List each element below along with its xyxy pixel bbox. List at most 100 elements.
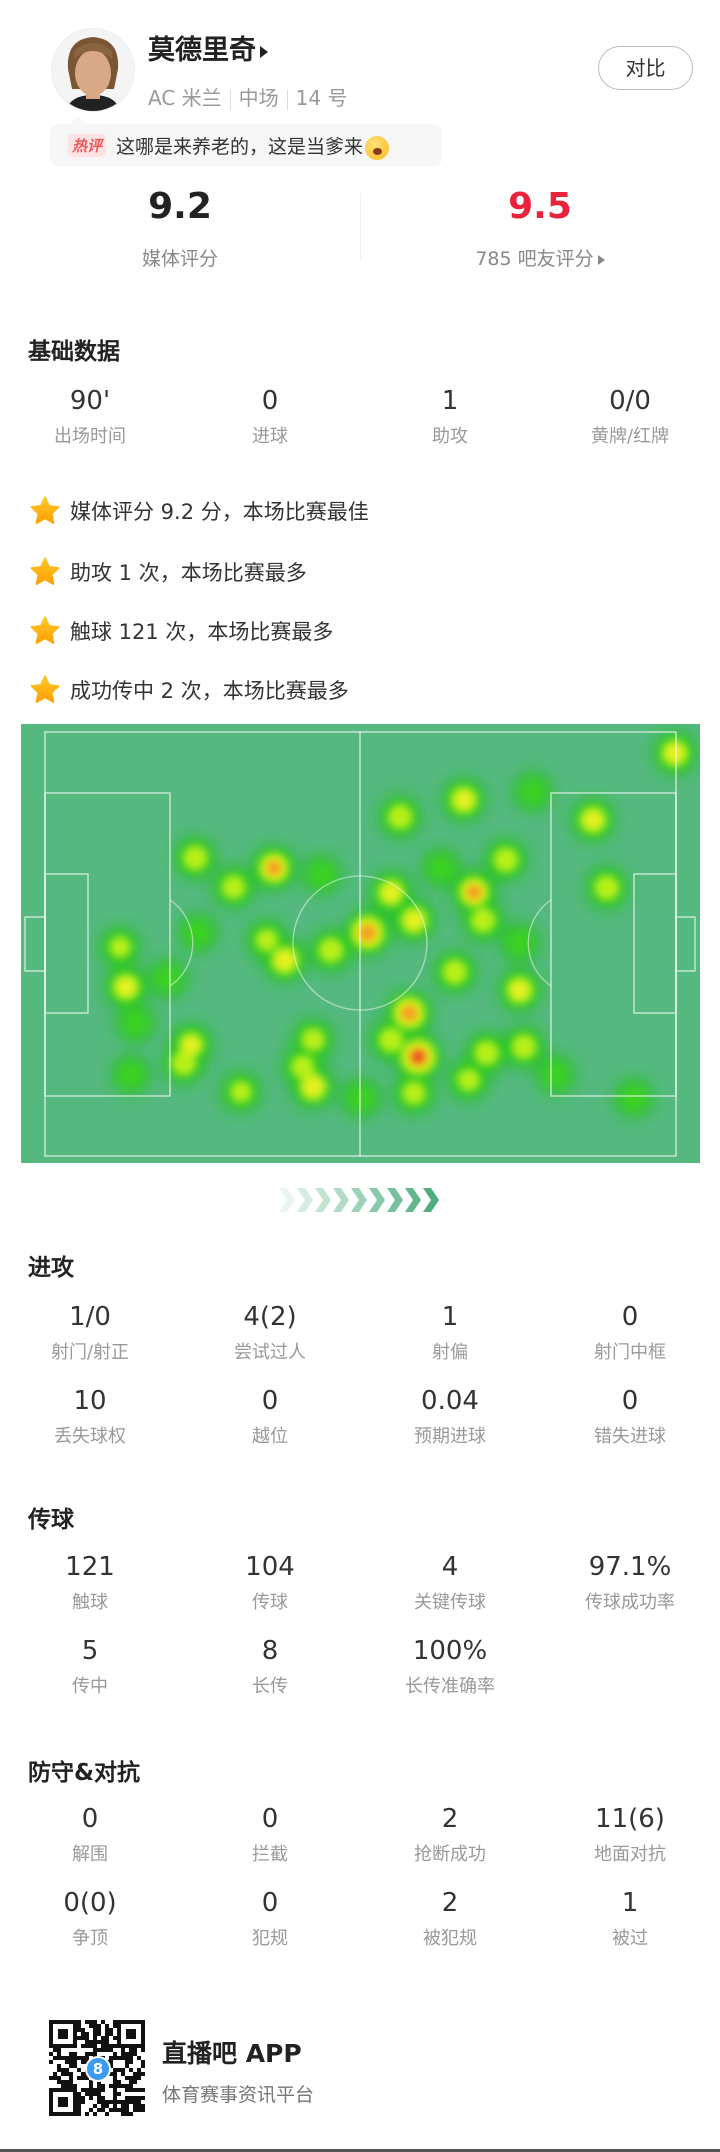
heat-point bbox=[359, 924, 377, 942]
heat-point bbox=[505, 928, 534, 957]
app-logo-badge: 8 bbox=[85, 2056, 111, 2082]
stat-label: 尝试过人 bbox=[234, 1342, 306, 1363]
hot-comment[interactable]: 热评 这哪是来养老的，这是当爹来 bbox=[50, 116, 442, 166]
stat-label: 射门中框 bbox=[594, 1342, 666, 1363]
star-icon bbox=[30, 675, 60, 703]
heat-point bbox=[379, 1028, 404, 1053]
heat-point bbox=[666, 745, 683, 761]
right-goal bbox=[675, 916, 696, 972]
stat-label: 犯规 bbox=[252, 1928, 288, 1949]
media-score-label: 媒体评分 bbox=[141, 248, 218, 270]
stat-label: 拦截 bbox=[252, 1844, 288, 1865]
stat-label: 被过 bbox=[612, 1928, 648, 1949]
heat-point bbox=[183, 1037, 199, 1053]
stat-value: 0 bbox=[261, 1888, 279, 1918]
stat-value: 0(0) bbox=[63, 1888, 117, 1918]
right-six-yard-box bbox=[633, 873, 677, 1014]
stat-value: 8 bbox=[261, 1636, 279, 1666]
chevron-right-icon bbox=[405, 1188, 421, 1212]
stat-label: 传球成功率 bbox=[585, 1592, 675, 1613]
stat-value: 0 bbox=[81, 1804, 99, 1834]
stat-label: 黄牌/红牌 bbox=[590, 426, 670, 447]
chevron-right-icon bbox=[369, 1188, 385, 1212]
stat-label: 传球 bbox=[252, 1592, 288, 1613]
stat-value: 90' bbox=[69, 386, 111, 416]
heat-point bbox=[474, 1041, 499, 1066]
stat-label: 射门/射正 bbox=[50, 1342, 130, 1363]
stat-label: 越位 bbox=[252, 1426, 288, 1447]
chevron-right-icon bbox=[279, 1188, 295, 1212]
highlight-text: 媒体评分 9.2 分，本场比赛最佳 bbox=[70, 500, 369, 524]
heat-point bbox=[518, 777, 548, 807]
fan-score: 9.5 bbox=[508, 186, 572, 227]
heat-point bbox=[388, 804, 413, 829]
right-penalty-arc bbox=[527, 899, 552, 987]
stat-value: 10 bbox=[73, 1386, 107, 1416]
divider bbox=[360, 193, 361, 261]
stat-label: 丢失球权 bbox=[54, 1426, 126, 1447]
chevron-right-icon bbox=[387, 1188, 403, 1212]
heat-point bbox=[466, 884, 482, 900]
fan-score-link[interactable]: 785 吧友评分 bbox=[360, 244, 720, 271]
heat-point bbox=[511, 982, 528, 998]
stat-label: 触球 bbox=[72, 1592, 108, 1613]
chevron-right-icon bbox=[315, 1188, 331, 1212]
chevron-right-icon bbox=[297, 1188, 313, 1212]
media-score: 9.2 bbox=[148, 186, 212, 227]
heat-point bbox=[319, 938, 344, 963]
heatmap-pitch bbox=[21, 724, 700, 1163]
play-arrow-icon bbox=[597, 254, 605, 265]
heat-point bbox=[116, 1060, 146, 1090]
hot-comment-badge: 热评 bbox=[68, 134, 107, 157]
stat-label: 进球 bbox=[252, 426, 288, 447]
bottom-bar bbox=[0, 2149, 720, 2152]
heat-point bbox=[266, 860, 282, 876]
heat-point bbox=[276, 952, 293, 969]
highlight-item: 媒体评分 9.2 分，本场比赛最佳 bbox=[28, 495, 369, 527]
stat-label: 长传准确率 bbox=[405, 1676, 495, 1697]
chevron-right-icon bbox=[423, 1188, 439, 1212]
heat-point bbox=[471, 908, 496, 933]
app-name: 直播吧 APP bbox=[162, 2039, 302, 2068]
highlight-text: 触球 121 次，本场比赛最多 bbox=[70, 620, 334, 644]
divider bbox=[229, 89, 231, 110]
heat-point bbox=[457, 1069, 480, 1091]
stat-value: 0 bbox=[621, 1302, 639, 1332]
app-tagline: 体育赛事资讯平台 bbox=[162, 2084, 315, 2106]
stat-value: 4(2) bbox=[243, 1302, 297, 1332]
qr-code[interactable]: 8 bbox=[49, 2020, 145, 2116]
stat-label: 被犯规 bbox=[423, 1928, 477, 1949]
heat-point bbox=[153, 964, 183, 993]
heat-point bbox=[594, 875, 619, 900]
divider bbox=[286, 89, 288, 110]
heat-point bbox=[109, 936, 131, 958]
section-title-attack: 进攻 bbox=[28, 1255, 74, 1281]
heat-point bbox=[171, 1051, 196, 1076]
right-penalty-box bbox=[550, 792, 677, 1097]
left-six-yard-box bbox=[44, 873, 89, 1014]
player-avatar[interactable] bbox=[51, 28, 135, 112]
heat-point bbox=[456, 792, 472, 808]
stat-value: 0/0 bbox=[609, 386, 651, 416]
player-meta: AC 米兰 中场 14 号 bbox=[148, 82, 347, 111]
stat-value: 1/0 bbox=[69, 1302, 111, 1332]
stat-value: 121 bbox=[65, 1552, 115, 1582]
heat-point bbox=[412, 1050, 425, 1063]
heat-point bbox=[255, 929, 278, 952]
heat-point bbox=[118, 979, 134, 995]
heat-point bbox=[619, 1083, 649, 1113]
highlight-item: 触球 121 次，本场比赛最多 bbox=[28, 615, 333, 647]
stat-label: 解围 bbox=[72, 1844, 108, 1865]
heat-point bbox=[121, 1008, 150, 1038]
section-title-defense: 防守&对抗 bbox=[28, 1760, 141, 1786]
play-arrow-icon bbox=[260, 45, 268, 58]
player-name[interactable]: 莫德里奇 bbox=[148, 28, 268, 67]
heat-point bbox=[301, 1028, 325, 1052]
heat-point bbox=[184, 918, 213, 947]
heat-point bbox=[442, 960, 467, 985]
stat-label: 地面对抗 bbox=[594, 1844, 666, 1865]
compare-button[interactable]: 对比 bbox=[598, 46, 693, 90]
stat-label: 争顶 bbox=[72, 1928, 108, 1949]
heat-point bbox=[222, 875, 246, 899]
heat-point bbox=[230, 1081, 252, 1102]
